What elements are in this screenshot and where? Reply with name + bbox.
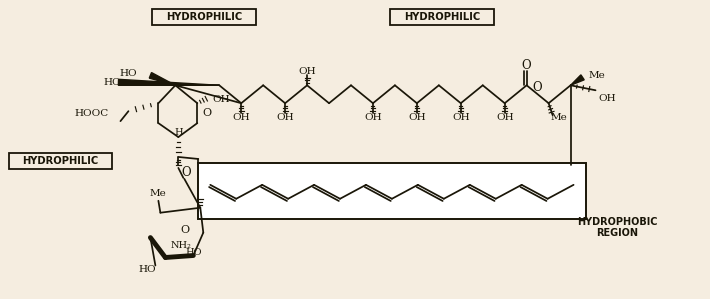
Text: O: O — [181, 225, 190, 235]
Text: Me: Me — [551, 113, 567, 122]
Text: H: H — [174, 128, 182, 137]
Text: O: O — [532, 81, 542, 94]
Text: HOOC: HOOC — [75, 109, 109, 118]
Bar — [9, 153, 112, 169]
Polygon shape — [571, 75, 584, 85]
Text: OH: OH — [496, 113, 513, 122]
Text: HYDROPHILIC: HYDROPHILIC — [166, 12, 242, 22]
Text: OH: OH — [364, 113, 382, 122]
Text: Me: Me — [150, 189, 167, 198]
Text: OH: OH — [599, 94, 616, 103]
Text: Me: Me — [589, 71, 606, 80]
Bar — [198, 163, 586, 219]
Text: OH: OH — [276, 113, 294, 122]
Text: O: O — [203, 108, 212, 118]
Text: HO: HO — [120, 69, 138, 78]
Text: HYDROPHILIC: HYDROPHILIC — [23, 156, 99, 166]
Text: HO: HO — [138, 265, 156, 274]
Text: OH: OH — [212, 95, 230, 104]
Text: OH: OH — [452, 113, 469, 122]
Text: O: O — [182, 166, 191, 179]
Text: OH: OH — [298, 67, 316, 76]
Text: OH: OH — [408, 113, 426, 122]
Text: HO: HO — [185, 248, 202, 257]
Bar — [153, 9, 256, 25]
Text: NH₂: NH₂ — [170, 241, 191, 250]
Text: O: O — [522, 59, 532, 72]
Text: HO: HO — [104, 78, 121, 87]
Bar — [390, 9, 493, 25]
Polygon shape — [119, 79, 219, 85]
Text: HYDROPHILIC: HYDROPHILIC — [404, 12, 480, 22]
Polygon shape — [149, 73, 175, 85]
Text: HYDROPHOBIC
REGION: HYDROPHOBIC REGION — [577, 217, 657, 238]
Text: OH: OH — [232, 113, 250, 122]
